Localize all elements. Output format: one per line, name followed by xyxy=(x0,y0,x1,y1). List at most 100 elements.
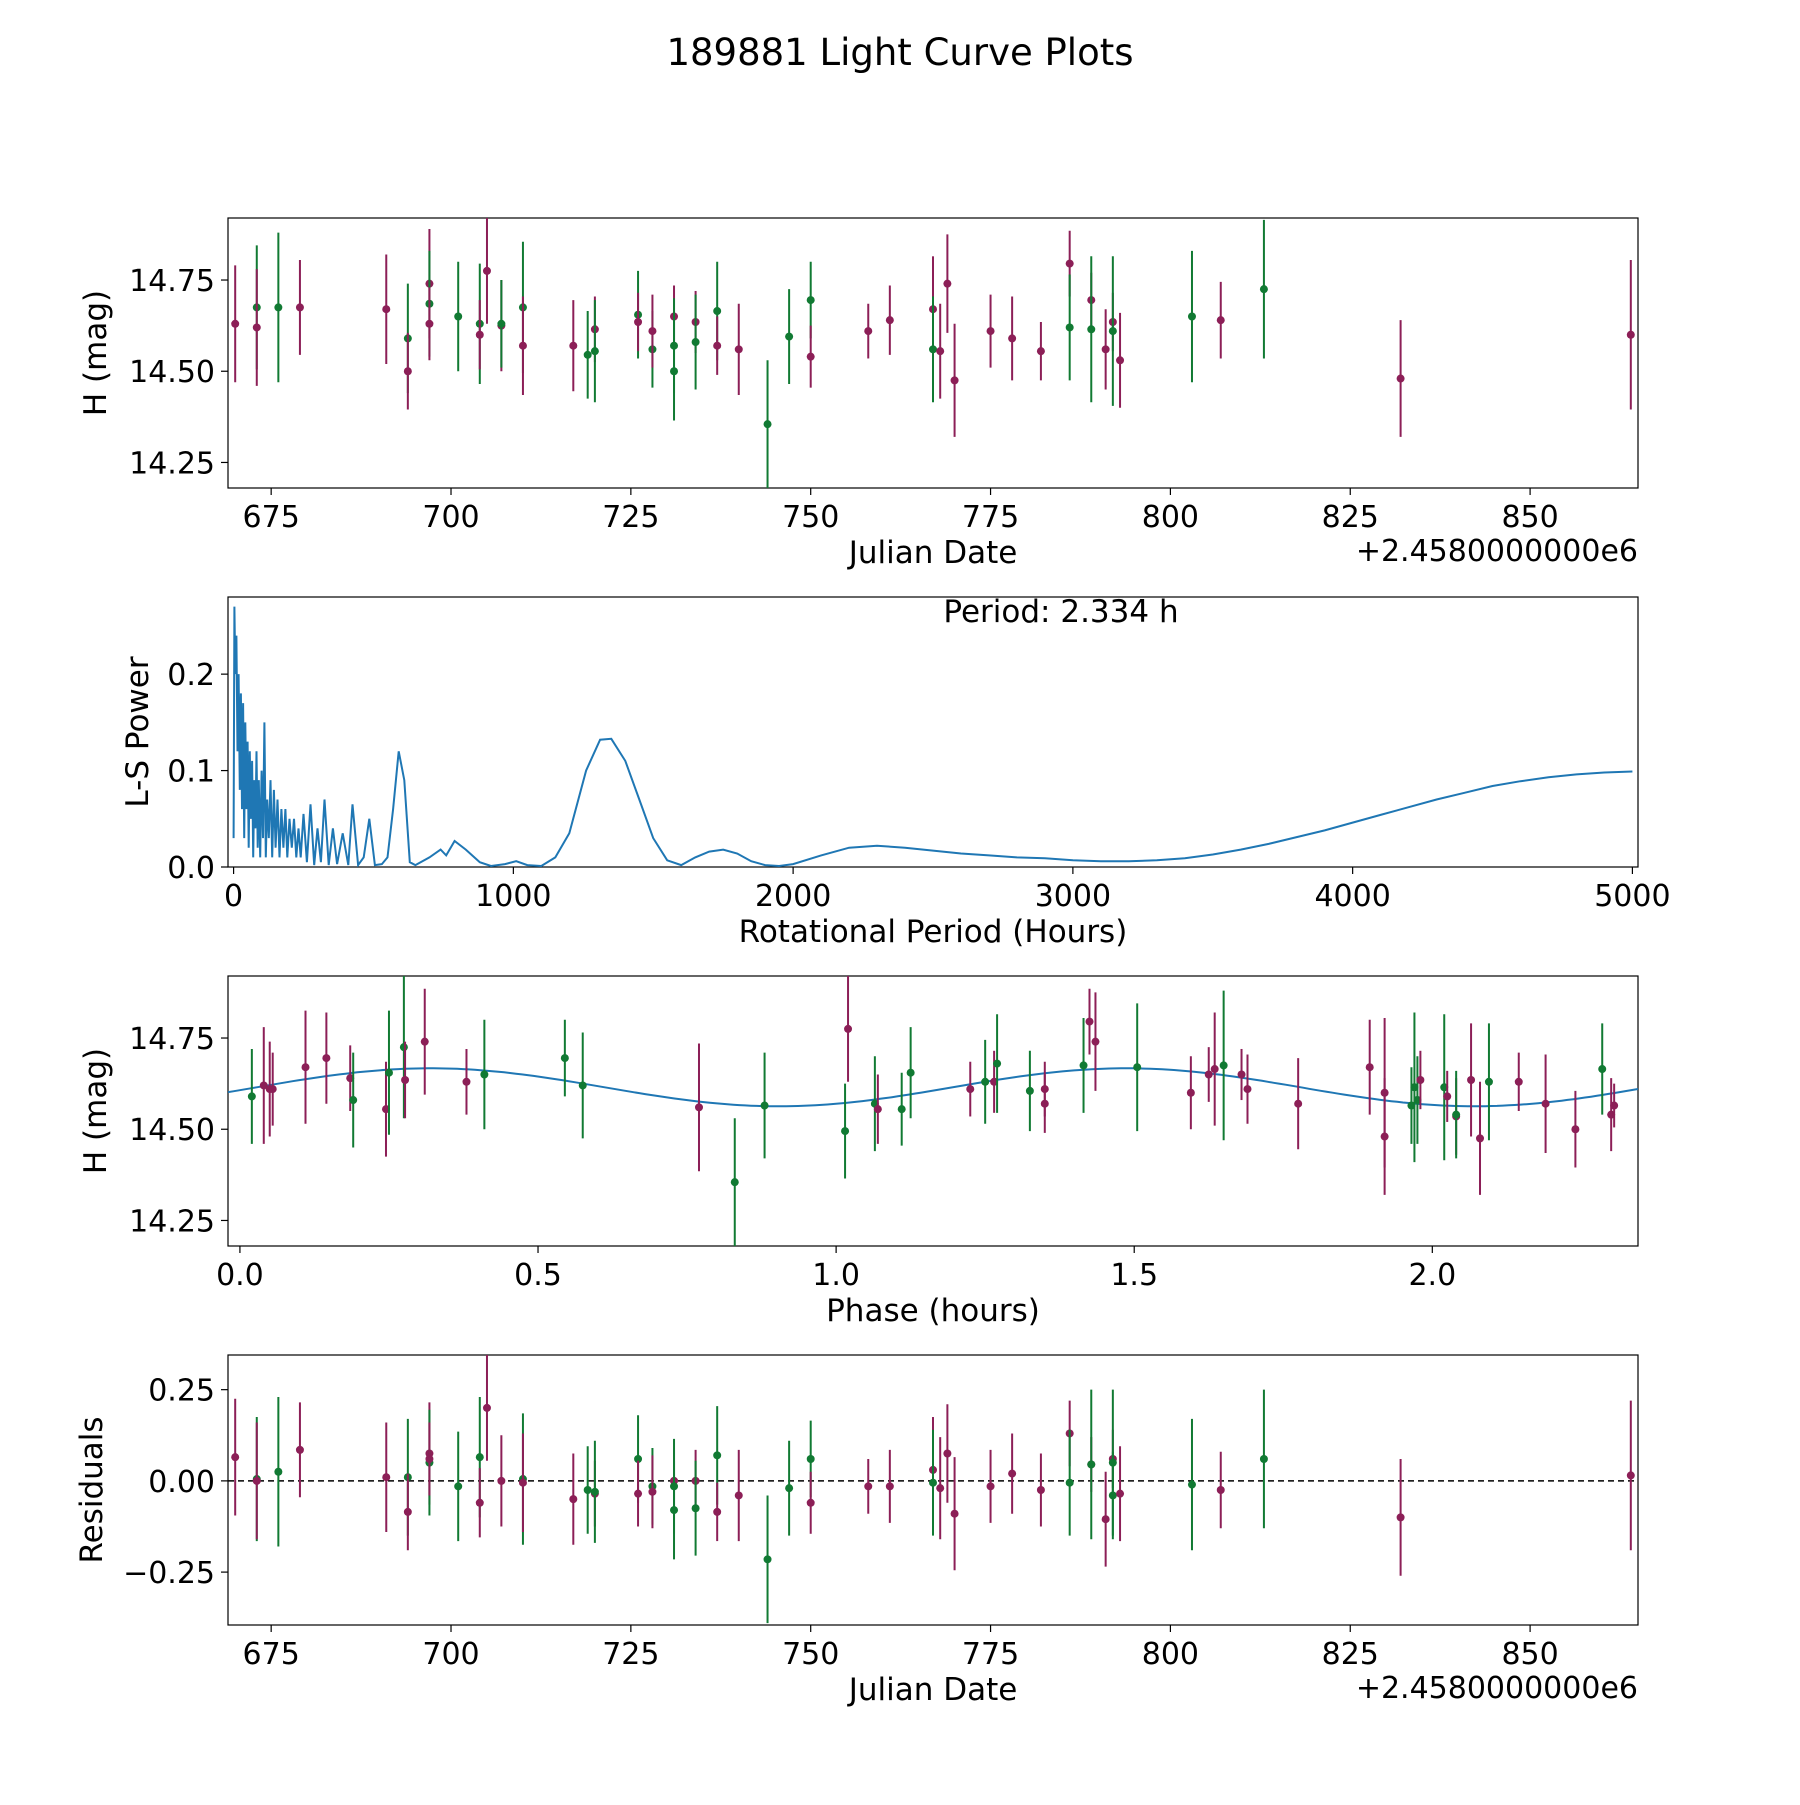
data-point xyxy=(1036,347,1045,356)
x-tick-label: 0.5 xyxy=(514,1258,562,1293)
x-tick-label: 3000 xyxy=(1035,879,1111,914)
x-tick-label: 850 xyxy=(1501,500,1558,535)
data-point xyxy=(1365,1063,1374,1072)
panel-light-curve: 675 700 725 750 775 800 825 85014.2514.5014.75 … xyxy=(78,217,1639,571)
data-point xyxy=(1416,1075,1425,1084)
data-point xyxy=(403,367,412,376)
data-point xyxy=(713,307,722,316)
x-tick-label: 0.0 xyxy=(216,1258,264,1293)
data-point xyxy=(1036,1486,1045,1494)
data-point xyxy=(1541,1099,1550,1108)
data-point xyxy=(966,1085,975,1094)
data-point xyxy=(401,1075,410,1084)
data-point xyxy=(841,1127,850,1136)
data-point xyxy=(322,1054,331,1063)
x-tick-label: 825 xyxy=(1322,1637,1379,1672)
x-tick-label: 725 xyxy=(602,500,659,535)
x-tick-label: 4000 xyxy=(1314,879,1390,914)
data-point xyxy=(936,1484,945,1493)
y-tick-label: 14.75 xyxy=(129,1022,215,1057)
data-point xyxy=(950,376,959,385)
data-point xyxy=(475,1453,484,1462)
data-point xyxy=(590,347,599,356)
data-point xyxy=(760,1101,769,1110)
data-point xyxy=(252,323,261,332)
x-tick-label: 750 xyxy=(782,1637,839,1672)
x-tick-label: 1.0 xyxy=(812,1258,860,1293)
light-curve-offset-label: +2.4580000000e6 xyxy=(1356,534,1638,569)
panel-periodogram: 0 1000 2000 3000 4000 5000 0.0 0.1 0.2 Period: 2… xyxy=(120,594,1671,950)
data-point xyxy=(1219,1061,1228,1070)
power-series-line xyxy=(232,606,1633,867)
x-tick-label: 700 xyxy=(422,500,479,535)
data-point xyxy=(1484,1077,1493,1086)
data-point xyxy=(1237,1070,1246,1079)
data-point xyxy=(482,266,491,275)
data-point xyxy=(648,327,657,336)
data-point xyxy=(462,1077,471,1086)
data-point xyxy=(583,1486,592,1494)
data-point xyxy=(569,1495,578,1504)
data-point xyxy=(1008,334,1017,343)
data-point xyxy=(1259,285,1268,294)
data-point xyxy=(578,1081,587,1090)
data-point xyxy=(247,1092,256,1101)
x-tick-label: 5000 xyxy=(1594,879,1670,914)
data-point xyxy=(785,1484,794,1493)
y-tick-label: 14.25 xyxy=(129,446,215,481)
data-point xyxy=(885,316,894,325)
data-point xyxy=(518,1478,527,1487)
periodogram-ylabel: L-S Power xyxy=(120,656,156,807)
data-point xyxy=(713,1451,722,1460)
x-tick-label: 700 xyxy=(422,1637,479,1672)
phase-fold-ylabel: H (mag) xyxy=(78,1048,114,1174)
data-point xyxy=(1294,1099,1303,1108)
data-point xyxy=(1610,1101,1619,1110)
data-point xyxy=(648,1487,657,1496)
data-point xyxy=(1101,345,1110,354)
data-point xyxy=(425,1454,434,1463)
data-point xyxy=(806,352,815,361)
data-point xyxy=(1259,1454,1268,1463)
data-point xyxy=(1467,1075,1476,1084)
data-point xyxy=(274,303,283,312)
data-point xyxy=(1065,1478,1074,1487)
y-tick-label: 14.50 xyxy=(129,1113,215,1148)
data-point xyxy=(1133,1063,1142,1072)
data-point xyxy=(583,350,592,359)
data-point xyxy=(986,1482,995,1491)
data-point xyxy=(399,1043,408,1052)
data-point xyxy=(349,1096,358,1105)
data-point xyxy=(763,420,772,429)
data-point xyxy=(1101,1515,1110,1524)
data-point xyxy=(1116,356,1125,365)
data-point xyxy=(670,1506,679,1515)
data-point xyxy=(986,327,995,336)
x-tick-label: 1000 xyxy=(475,879,551,914)
data-point xyxy=(691,338,700,347)
data-point xyxy=(382,305,391,314)
data-point xyxy=(1452,1110,1461,1119)
data-point xyxy=(1396,1513,1405,1522)
data-point xyxy=(713,341,722,350)
data-point xyxy=(694,1103,703,1112)
data-point xyxy=(1116,1489,1125,1498)
x-tick-label: 850 xyxy=(1501,1637,1558,1672)
y-tick-label: 0.2 xyxy=(167,658,215,693)
y-tick-label: 0.25 xyxy=(148,1374,215,1409)
data-point xyxy=(929,1478,937,1487)
residuals-xlabel: Julian Date xyxy=(847,1672,1018,1708)
x-tick-label: 1.5 xyxy=(1110,1258,1158,1293)
data-point xyxy=(1186,1088,1195,1097)
data-point xyxy=(1025,1086,1034,1095)
data-point xyxy=(1065,259,1074,268)
data-point xyxy=(763,1555,772,1564)
data-point xyxy=(482,1403,491,1412)
data-point xyxy=(885,1482,894,1491)
residuals-ylabel: Residuals xyxy=(74,1416,110,1563)
data-point xyxy=(231,1453,240,1462)
data-point xyxy=(634,1454,643,1463)
data-point xyxy=(950,1509,959,1518)
data-point xyxy=(1091,1037,1100,1046)
x-tick-label: 0 xyxy=(224,879,243,914)
